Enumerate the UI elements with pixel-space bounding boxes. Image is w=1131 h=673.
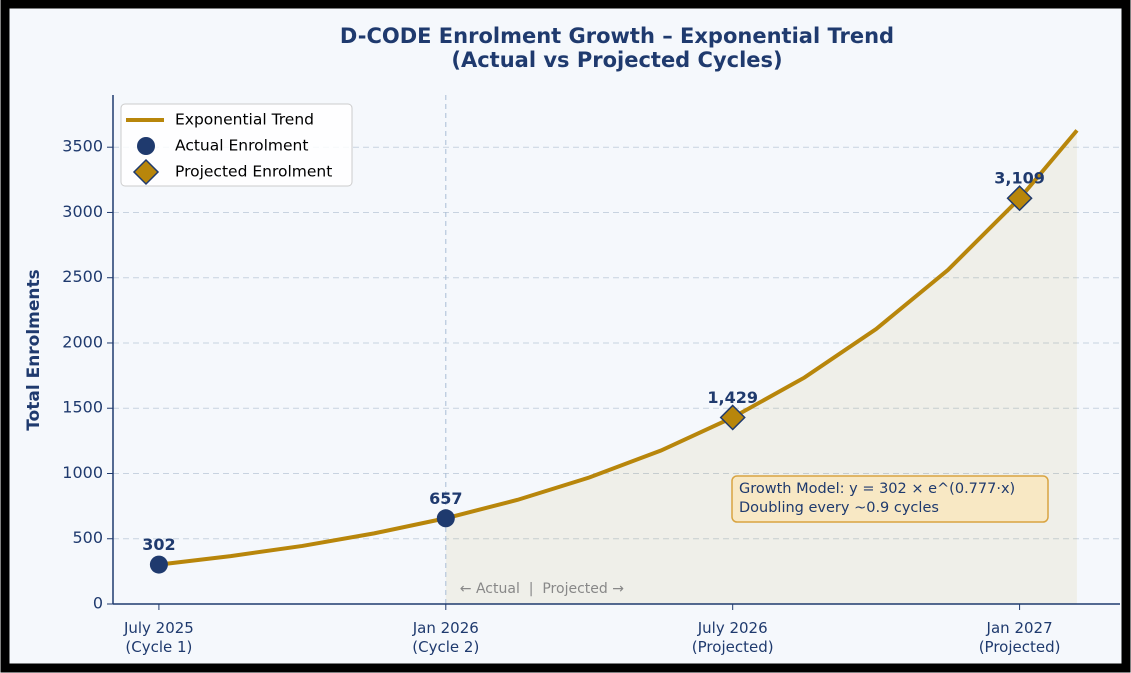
value-label: 3,109 [994, 169, 1045, 188]
y-tick-label: 1500 [62, 398, 103, 417]
y-tick-label: 500 [72, 528, 103, 547]
chart-title: D-CODE Enrolment Growth – Exponential Tr… [340, 24, 894, 72]
actual-point [436, 509, 455, 528]
legend-swatch [137, 137, 155, 155]
legend-label: Actual Enrolment [175, 137, 308, 155]
value-label: 302 [142, 535, 175, 554]
actual-point [149, 555, 168, 574]
y-tick-label: 1000 [62, 463, 103, 482]
legend-label: Exponential Trend [175, 111, 314, 129]
x-tick-label: Jan 2027 (Projected) [979, 619, 1061, 656]
y-tick-label: 2500 [62, 267, 103, 286]
annotation-box [731, 475, 1049, 523]
annotation-text: Doubling every ~0.9 cycles [739, 500, 939, 516]
y-axis-label: Total Enrolments [24, 269, 44, 431]
x-tick-label: Jan 2026 (Cycle 2) [412, 619, 480, 656]
y-tick-label: 0 [93, 594, 103, 613]
y-tick-label: 3000 [62, 202, 103, 221]
value-label: 1,429 [707, 388, 758, 407]
value-label: 657 [429, 489, 462, 508]
legend-swatch [132, 158, 160, 186]
divider-label: ← Actual | Projected → [460, 581, 624, 597]
projected-point [719, 404, 746, 431]
legend-box [120, 103, 353, 187]
projected-point [1006, 185, 1033, 212]
trend-line [158, 129, 1079, 567]
y-tick-label: 3500 [62, 137, 103, 156]
x-tick-label: July 2026 (Projected) [692, 619, 774, 656]
x-tick-label: July 2025 (Cycle 1) [123, 619, 194, 656]
annotation-text: Growth Model: y = 302 × e^(0.777·x) [739, 481, 1015, 497]
y-tick-label: 2000 [62, 332, 103, 351]
legend-label: Projected Enrolment [175, 163, 332, 181]
